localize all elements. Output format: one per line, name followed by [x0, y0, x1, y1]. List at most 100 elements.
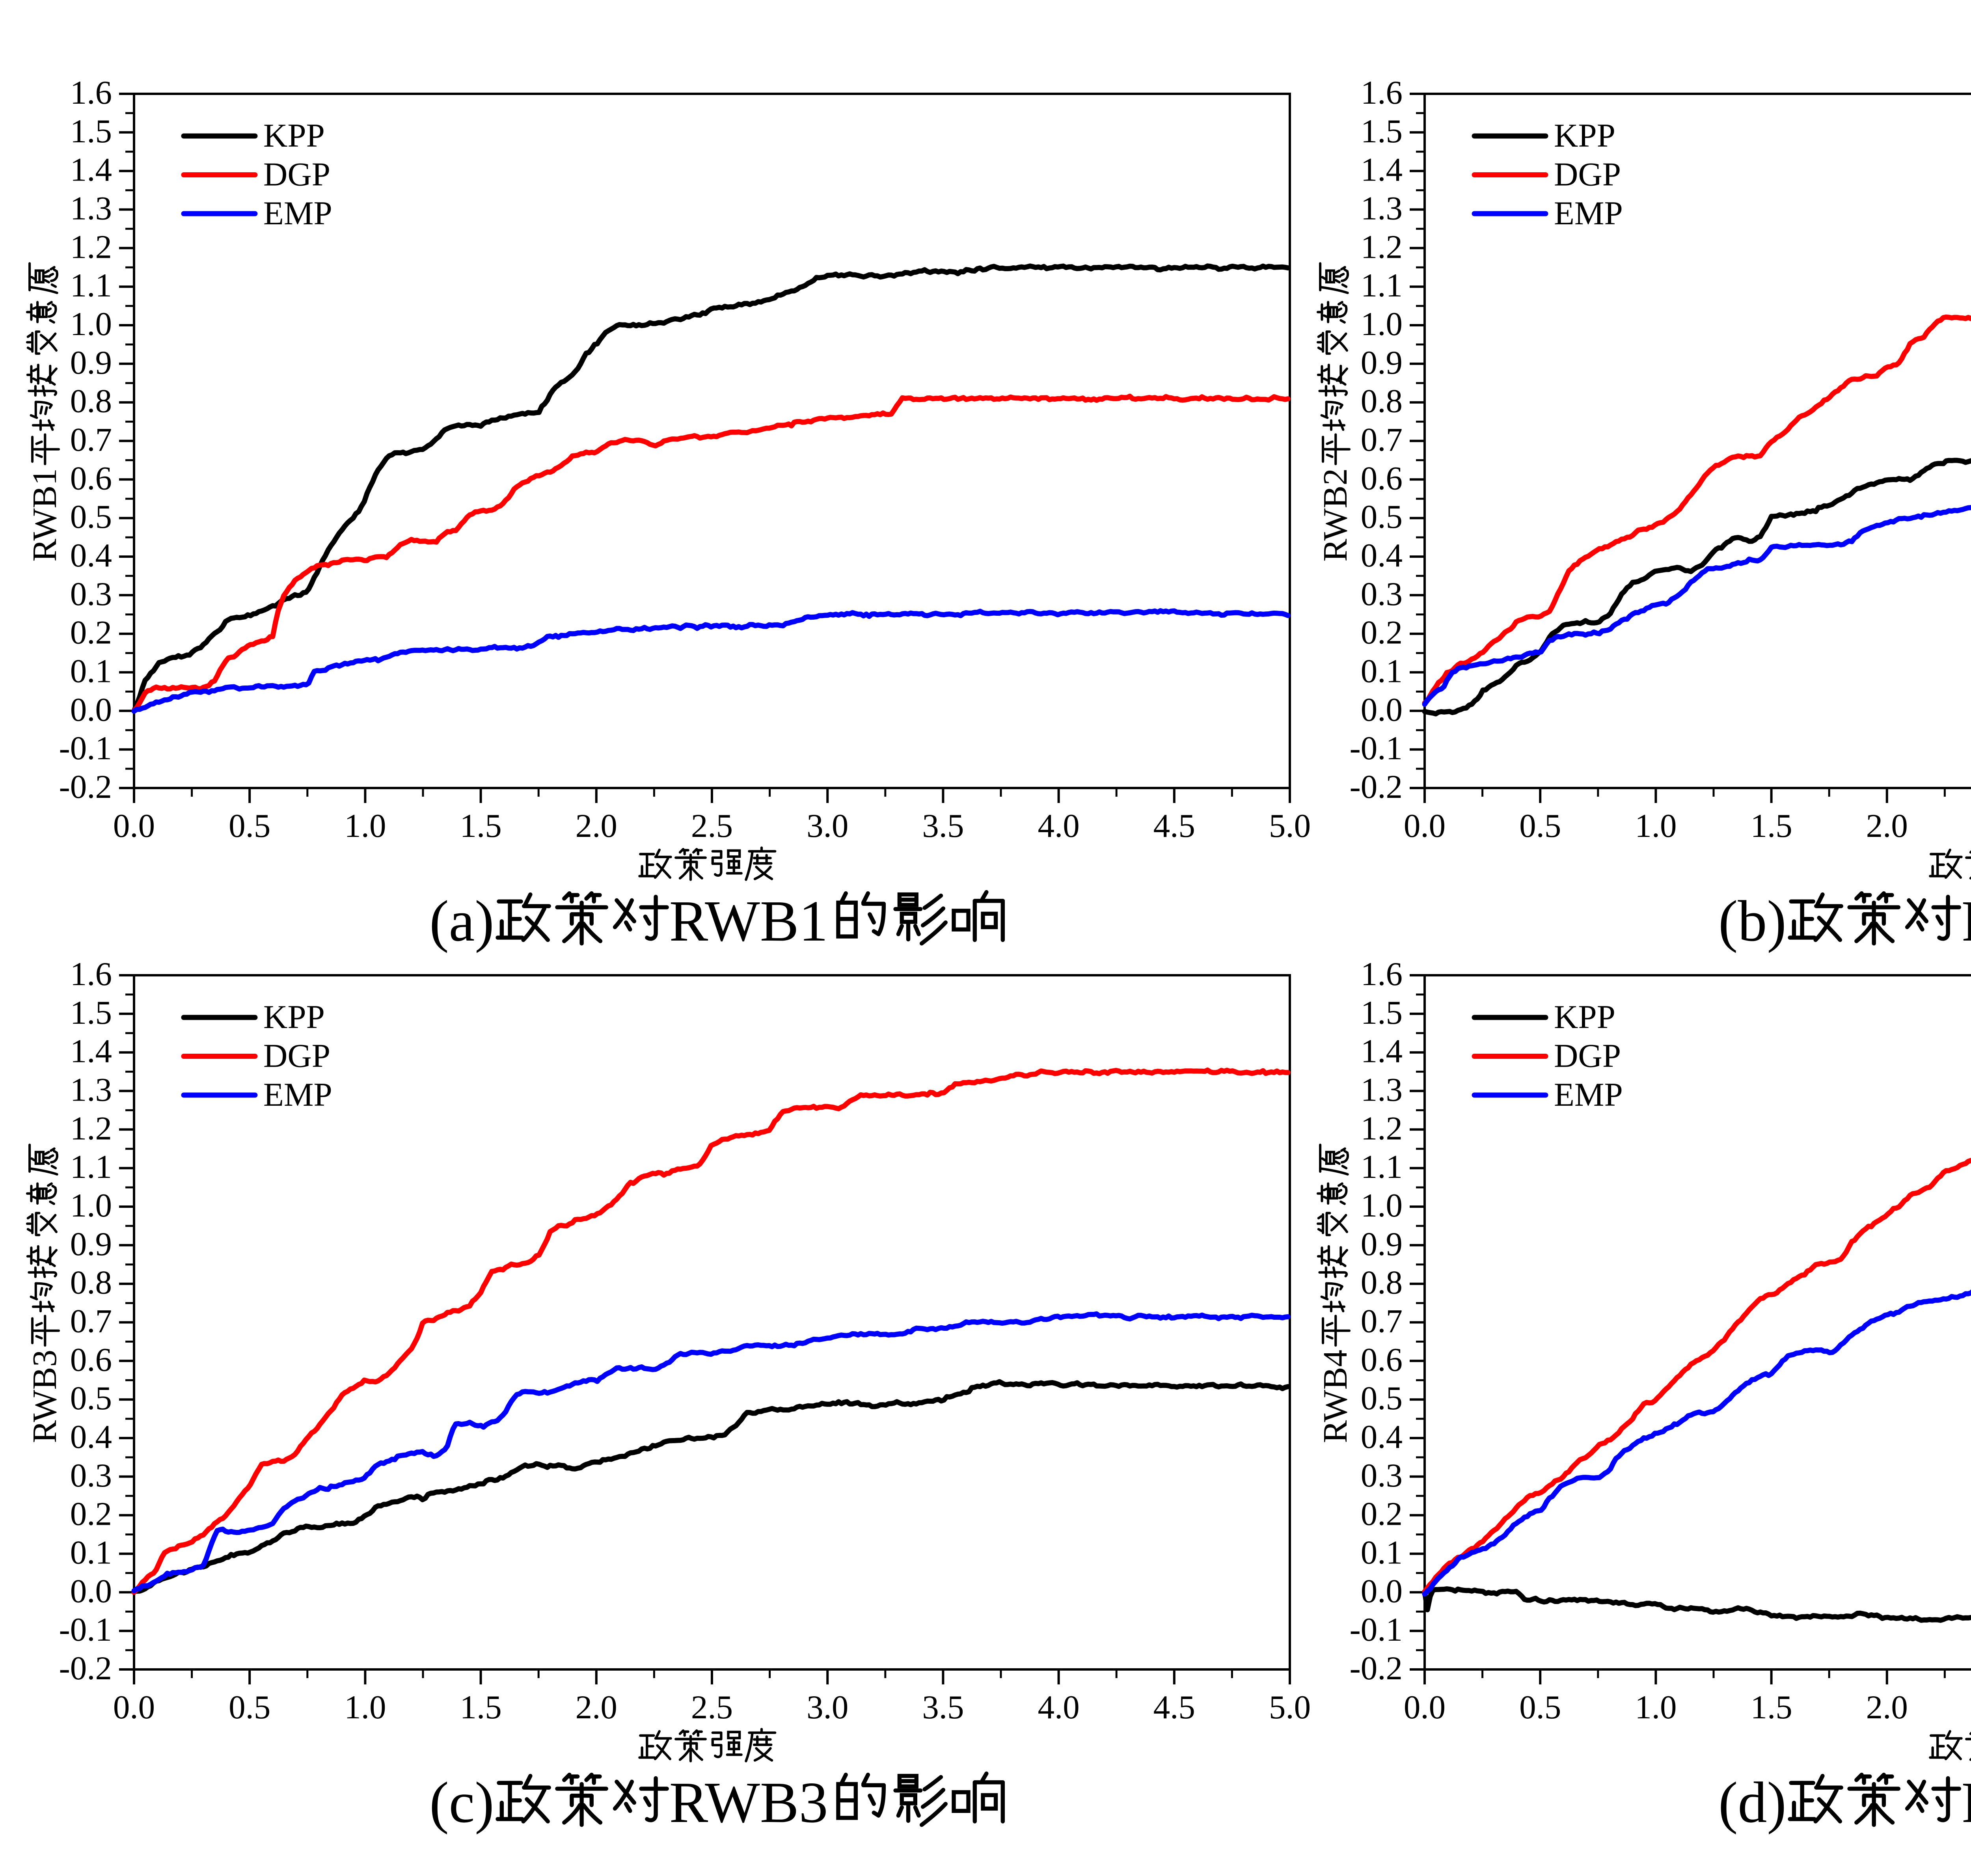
svg-text:2.0: 2.0	[1866, 807, 1908, 844]
svg-text:0.3: 0.3	[1361, 576, 1403, 613]
svg-text:1.4: 1.4	[70, 151, 112, 188]
svg-text:1.3: 1.3	[1361, 1071, 1403, 1108]
svg-text:0.2: 0.2	[70, 1496, 112, 1533]
svg-text:DGP: DGP	[263, 1038, 330, 1075]
svg-text:DGP: DGP	[1554, 156, 1621, 193]
svg-text:0.5: 0.5	[1519, 1689, 1561, 1726]
svg-text:1.1: 1.1	[70, 267, 112, 304]
svg-text:0.2: 0.2	[1361, 614, 1403, 651]
svg-text:1.5: 1.5	[1361, 994, 1403, 1031]
svg-text:KPP: KPP	[263, 999, 325, 1036]
svg-text:0.7: 0.7	[70, 421, 112, 458]
svg-text:4.5: 4.5	[1153, 1689, 1195, 1726]
svg-text:0.0: 0.0	[1361, 1572, 1403, 1610]
svg-text:1.0: 1.0	[344, 807, 386, 844]
svg-text:0.2: 0.2	[70, 614, 112, 651]
svg-text:0.6: 0.6	[70, 1341, 112, 1378]
svg-text:1.0: 1.0	[1635, 807, 1677, 844]
svg-text:(c): (c)	[429, 1770, 494, 1835]
svg-text:1.1: 1.1	[1361, 1148, 1403, 1185]
svg-text:1.1: 1.1	[1361, 267, 1403, 304]
svg-text:0.5: 0.5	[229, 1689, 270, 1726]
svg-text:0.5: 0.5	[70, 1380, 112, 1417]
svg-text:(a): (a)	[429, 889, 494, 954]
svg-text:0.1: 0.1	[1361, 1534, 1403, 1571]
svg-text:0.0: 0.0	[70, 1572, 112, 1610]
svg-text:1.0: 1.0	[70, 1187, 112, 1224]
svg-text:1.2: 1.2	[70, 1110, 112, 1147]
svg-text:1.5: 1.5	[1750, 807, 1792, 844]
svg-text:0.6: 0.6	[1361, 460, 1403, 497]
svg-text:1.0: 1.0	[1635, 1689, 1677, 1726]
svg-text:1.2: 1.2	[1361, 228, 1403, 265]
svg-text:0.1: 0.1	[1361, 653, 1403, 690]
svg-text:3.5: 3.5	[922, 1689, 964, 1726]
svg-text:RWB3: RWB3	[25, 1350, 63, 1443]
svg-text:0.5: 0.5	[229, 807, 270, 844]
svg-text:-0.2: -0.2	[1349, 1650, 1403, 1687]
svg-text:0.1: 0.1	[70, 1534, 112, 1571]
svg-text:-0.1: -0.1	[1349, 730, 1403, 767]
svg-text:0.3: 0.3	[1361, 1457, 1403, 1494]
svg-text:1.5: 1.5	[70, 113, 112, 150]
svg-text:1.3: 1.3	[70, 190, 112, 227]
svg-text:EMP: EMP	[1554, 1076, 1623, 1113]
svg-text:1.0: 1.0	[344, 1689, 386, 1726]
svg-text:RWB2: RWB2	[1316, 468, 1354, 562]
svg-text:1.1: 1.1	[70, 1148, 112, 1185]
svg-text:RWB1: RWB1	[669, 889, 828, 954]
svg-text:RWB3: RWB3	[669, 1770, 828, 1835]
svg-text:(d): (d)	[1718, 1770, 1787, 1835]
svg-text:RWB4: RWB4	[1962, 1770, 1971, 1835]
svg-text:0.0: 0.0	[113, 807, 155, 844]
svg-text:DGP: DGP	[263, 156, 330, 193]
svg-text:EMP: EMP	[263, 195, 332, 232]
svg-text:0.4: 0.4	[1361, 1418, 1403, 1455]
svg-text:0.3: 0.3	[70, 576, 112, 613]
svg-text:RWB1: RWB1	[25, 468, 63, 562]
svg-text:0.4: 0.4	[70, 1418, 112, 1455]
svg-text:2.0: 2.0	[576, 807, 617, 844]
svg-text:2.5: 2.5	[691, 1689, 733, 1726]
svg-text:0.9: 0.9	[70, 344, 112, 381]
svg-text:0.0: 0.0	[113, 1689, 155, 1726]
svg-text:-0.1: -0.1	[1349, 1611, 1403, 1648]
svg-text:KPP: KPP	[1554, 999, 1615, 1036]
svg-text:1.0: 1.0	[1361, 1187, 1403, 1224]
svg-text:0.6: 0.6	[1361, 1341, 1403, 1378]
svg-text:2.0: 2.0	[1866, 1689, 1908, 1726]
svg-text:1.4: 1.4	[1361, 151, 1403, 188]
svg-text:5.0: 5.0	[1269, 807, 1311, 844]
svg-text:5.0: 5.0	[1269, 1689, 1311, 1726]
svg-text:2.0: 2.0	[576, 1689, 617, 1726]
svg-text:1.3: 1.3	[1361, 190, 1403, 227]
svg-text:3.0: 3.0	[807, 1689, 848, 1726]
svg-text:-0.2: -0.2	[59, 1650, 112, 1687]
svg-text:3.0: 3.0	[807, 807, 848, 844]
svg-text:1.6: 1.6	[1361, 74, 1403, 111]
svg-text:1.3: 1.3	[70, 1071, 112, 1108]
svg-text:0.2: 0.2	[1361, 1496, 1403, 1533]
svg-text:DGP: DGP	[1554, 1038, 1621, 1075]
svg-text:0.1: 0.1	[70, 653, 112, 690]
svg-text:0.7: 0.7	[1361, 421, 1403, 458]
svg-text:0.0: 0.0	[1361, 691, 1403, 728]
svg-text:1.4: 1.4	[70, 1033, 112, 1070]
svg-text:1.6: 1.6	[70, 956, 112, 993]
svg-text:EMP: EMP	[1554, 195, 1623, 232]
svg-text:1.5: 1.5	[70, 994, 112, 1031]
svg-text:-0.1: -0.1	[59, 730, 112, 767]
svg-text:0.5: 0.5	[1361, 498, 1403, 535]
svg-text:0.8: 0.8	[1361, 1264, 1403, 1301]
svg-text:(b): (b)	[1718, 889, 1787, 954]
svg-text:0.8: 0.8	[70, 1264, 112, 1301]
svg-text:0.4: 0.4	[70, 537, 112, 574]
svg-text:4.0: 4.0	[1038, 1689, 1079, 1726]
svg-text:1.5: 1.5	[1750, 1689, 1792, 1726]
svg-text:1.0: 1.0	[70, 306, 112, 343]
svg-text:1.2: 1.2	[70, 228, 112, 265]
svg-text:0.9: 0.9	[1361, 1226, 1403, 1263]
svg-text:0.0: 0.0	[1404, 1689, 1446, 1726]
svg-text:EMP: EMP	[263, 1076, 332, 1113]
svg-text:1.6: 1.6	[1361, 956, 1403, 993]
